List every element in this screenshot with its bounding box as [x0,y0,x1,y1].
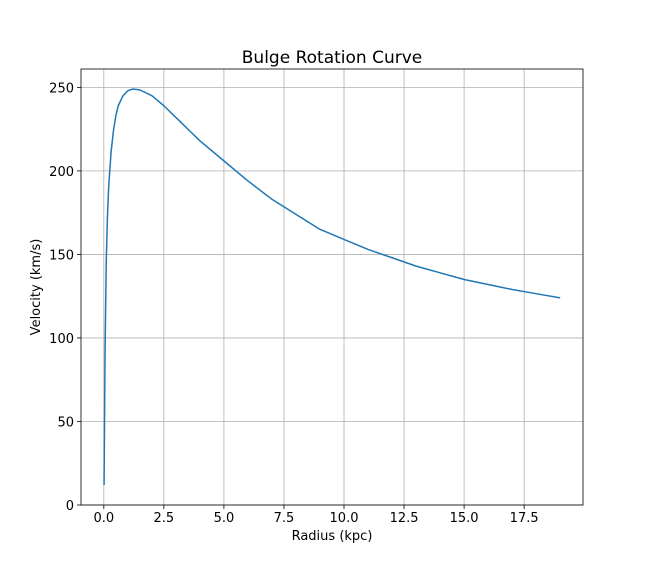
x-tick-label: 10.0 [330,511,359,526]
x-tick-label: 17.5 [510,511,539,526]
x-tick-label: 2.5 [154,511,175,526]
y-tick-label: 200 [49,165,74,180]
chart-title: Bulge Rotation Curve [242,48,422,68]
ticks: 0.0 2.5 5.0 7.5 10.0 12.5 15.0 17.5 0 50 100 150 200… [49,81,538,526]
x-tick-label: 0.0 [93,511,114,526]
grid [81,69,583,506]
x-tick-label: 12.5 [390,511,419,526]
axes-frame [80,68,584,506]
y-axis-label: Velocity (km/s) [29,239,44,336]
y-tick-label: 150 [49,248,74,263]
y-tick-label: 250 [49,81,74,96]
x-tick-label: 15.0 [450,511,479,526]
y-tick-label: 50 [57,415,74,430]
x-tick-label: 7.5 [274,511,295,526]
x-axis-label: Radius (kpc) [292,529,373,544]
plot-area [103,88,561,485]
y-tick-label: 100 [49,332,74,347]
y-tick-label: 0 [66,499,74,514]
x-tick-label: 5.0 [214,511,235,526]
velocity-series-line [103,88,561,485]
